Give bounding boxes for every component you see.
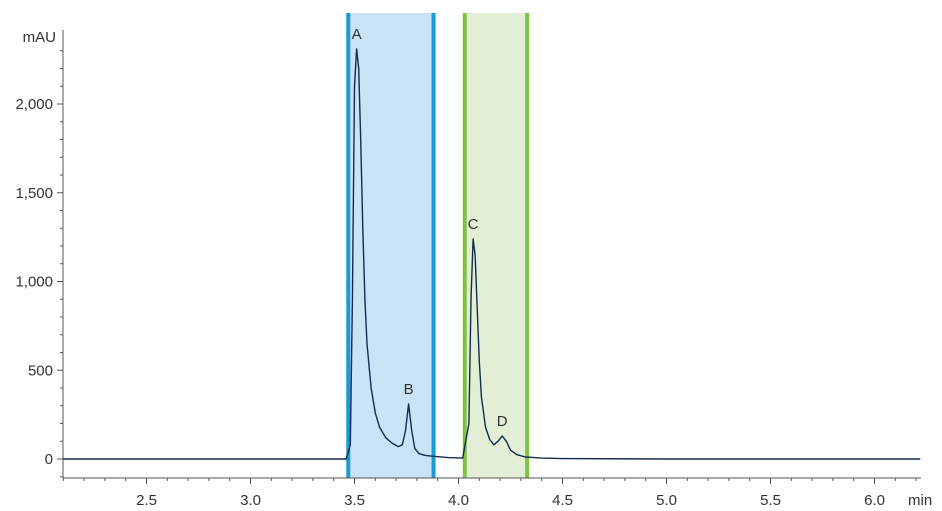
peak-labels: A B C D <box>352 26 508 430</box>
axes <box>62 30 921 479</box>
y-axis-ticks: 0 500 1,000 1,500 2,000 <box>15 50 63 478</box>
x-tick-label: 6.0 <box>864 492 885 509</box>
peak-label-c: C <box>468 216 479 233</box>
x-tick-label: 5.0 <box>656 492 677 509</box>
peak-label-a: A <box>352 26 362 43</box>
highlight-regions <box>346 13 530 478</box>
region-fill-2 <box>464 13 528 478</box>
x-tick-label: 4.5 <box>552 492 573 509</box>
x-tick-label: 3.5 <box>344 492 365 509</box>
chromatogram-trace-1 <box>63 48 921 460</box>
y-tick-label: 1,000 <box>15 274 53 291</box>
y-axis-unit-label: mAU <box>23 29 56 46</box>
x-axis-unit-label: min <box>908 492 932 509</box>
y-tick-label: 2,000 <box>15 96 53 113</box>
x-axis-ticks: 2.5 3.0 3.5 4.0 4.5 5.0 5.5 6.0 <box>62 478 917 509</box>
x-tick-label: 2.5 <box>136 492 157 509</box>
x-tick-label: 4.0 <box>448 492 469 509</box>
y-tick-label: 0 <box>45 451 53 468</box>
peak-label-d: D <box>497 413 508 430</box>
x-tick-label: 5.5 <box>760 492 781 509</box>
region-fill-1 <box>348 13 434 478</box>
peak-label-b: B <box>404 381 414 398</box>
y-tick-label: 1,500 <box>15 185 53 202</box>
x-tick-label: 3.0 <box>240 492 261 509</box>
series-lines <box>63 48 921 460</box>
y-tick-label: 500 <box>28 362 53 379</box>
